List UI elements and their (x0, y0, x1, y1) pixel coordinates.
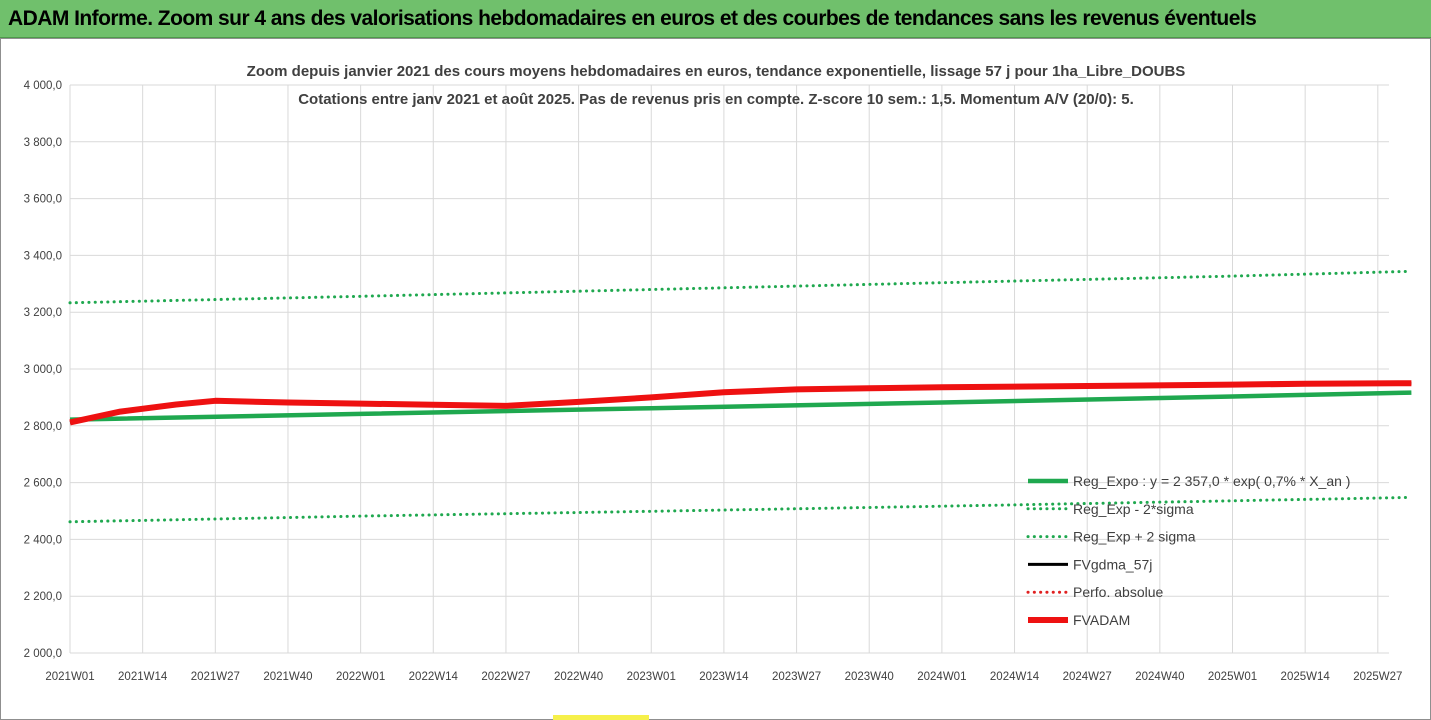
series-line (68, 495, 1413, 524)
y-tick-label: 3 800,0 (24, 137, 62, 149)
x-tick-label: 2021W40 (263, 671, 312, 683)
x-tick-label: 2024W14 (990, 671, 1040, 683)
x-tick-label: 2024W01 (917, 671, 966, 683)
legend-label: FVgdma_57j (1073, 556, 1152, 572)
x-axis-ticks: 2021W01 2021W14 2021W27 2021W40 2022W01 2022W… (45, 671, 1402, 683)
legend: Reg_Expo : y = 2 357,0 * exp( 0,7% * X_a… (1026, 473, 1350, 628)
y-tick-label: 3 400,0 (24, 250, 62, 262)
x-tick-label: 2022W27 (481, 671, 530, 683)
x-tick-label: 2025W01 (1208, 671, 1257, 683)
y-tick-label: 2 200,0 (24, 591, 62, 603)
series-line (69, 390, 1412, 422)
x-tick-label: 2025W14 (1281, 671, 1331, 683)
x-tick-label: 2022W01 (336, 671, 385, 683)
y-tick-label: 2 600,0 (24, 478, 62, 490)
y-tick-label: 3 000,0 (24, 364, 62, 376)
x-tick-label: 2023W27 (772, 671, 821, 683)
x-tick-label: 2025W27 (1353, 671, 1402, 683)
x-tick-label: 2023W40 (845, 671, 894, 683)
chart-subtitle: Cotations entre janv 2021 et août 2025. … (298, 91, 1134, 108)
x-tick-label: 2022W40 (554, 671, 603, 683)
y-tick-label: 3 600,0 (24, 194, 62, 206)
gridlines (69, 84, 1389, 654)
x-tick-label: 2024W40 (1135, 671, 1184, 683)
y-axis-ticks: 4 000,0 3 800,0 3 600,0 3 400,0 3 200,0 3 000… (24, 80, 62, 660)
x-tick-label: 2022W14 (409, 671, 459, 683)
series-line (68, 269, 1413, 305)
legend-label: FVADAM (1073, 612, 1130, 628)
legend-label: Reg_Exp - 2*sigma (1073, 501, 1194, 517)
x-tick-label: 2021W14 (118, 671, 168, 683)
y-tick-label: 3 200,0 (24, 307, 62, 319)
legend-label: Reg_Expo : y = 2 357,0 * exp( 0,7% * X_a… (1073, 473, 1350, 489)
y-tick-label: 2 400,0 (24, 534, 62, 546)
yellow-tab-strip (553, 715, 649, 720)
chart-title: Zoom depuis janvier 2021 des cours moyen… (247, 63, 1186, 80)
legend-label: Reg_Exp + 2 sigma (1073, 529, 1196, 545)
x-tick-label: 2021W01 (45, 671, 94, 683)
x-tick-label: 2021W27 (191, 671, 240, 683)
x-tick-label: 2024W27 (1063, 671, 1112, 683)
legend-label: Perfo. absolue (1073, 584, 1163, 600)
series-lines (68, 269, 1413, 524)
y-tick-label: 2 000,0 (24, 648, 62, 660)
y-tick-label: 4 000,0 (24, 80, 62, 92)
x-tick-label: 2023W14 (699, 671, 749, 683)
x-tick-label: 2023W01 (627, 671, 676, 683)
series-line (69, 380, 1412, 426)
y-tick-label: 2 800,0 (24, 421, 62, 433)
report-banner: ADAM Informe. Zoom sur 4 ans des valoris… (0, 0, 1431, 38)
report-title: ADAM Informe. Zoom sur 4 ans des valoris… (8, 7, 1257, 30)
